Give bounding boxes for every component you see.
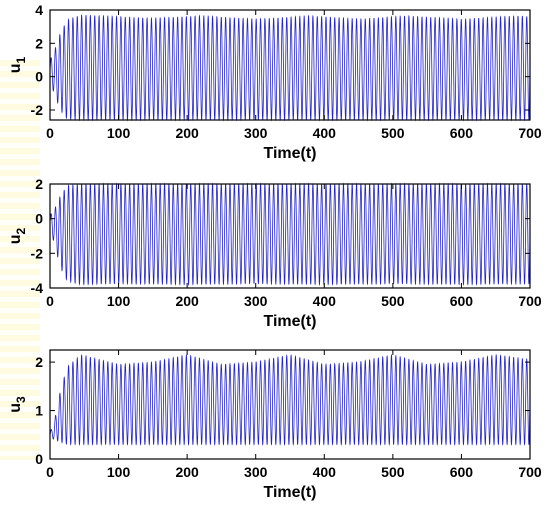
x-tick-label: 100 xyxy=(107,464,131,480)
y-tick-label: 4 xyxy=(35,2,43,18)
y-tick-label: 2 xyxy=(35,35,43,51)
x-axis-title: Time(t) xyxy=(263,145,316,162)
x-tick-label: 700 xyxy=(518,464,542,480)
x-tick-label: 0 xyxy=(46,464,54,480)
x-tick-label: 700 xyxy=(518,293,542,309)
x-tick-label: 500 xyxy=(381,125,405,141)
x-tick-label: 400 xyxy=(313,125,337,141)
y-axis-title: u1 xyxy=(7,56,28,73)
x-tick-label: 500 xyxy=(381,464,405,480)
chart-panel-2: 0 100 200 300 400 500 600 700 -4 -2 0 2 Time(t) u2 xyxy=(7,176,542,330)
x-tick-label: 700 xyxy=(518,125,542,141)
plot-frame xyxy=(49,9,531,121)
chart-panel-3: 0 100 200 300 400 500 600 700 0 1 2 Time(t) u3 xyxy=(7,349,542,501)
y-tick-label: 0 xyxy=(35,451,43,467)
x-tick-label: 400 xyxy=(313,293,337,309)
x-tick-label: 600 xyxy=(450,464,474,480)
x-tick-label: 200 xyxy=(175,125,199,141)
plot-frame xyxy=(49,349,531,460)
x-tick-label: 600 xyxy=(450,125,474,141)
y-tick-label: -2 xyxy=(31,102,44,118)
x-tick-label: 200 xyxy=(175,464,199,480)
y-tick-label: -2 xyxy=(31,245,44,261)
x-axis-title: Time(t) xyxy=(263,313,316,330)
y-axis-title: u2 xyxy=(7,227,28,244)
x-tick-label: 300 xyxy=(244,464,268,480)
y-tick-label: 2 xyxy=(35,176,43,192)
background-watermark xyxy=(0,60,40,460)
x-tick-label: 100 xyxy=(107,293,131,309)
y-tick-label: 0 xyxy=(35,69,43,85)
x-axis-title: Time(t) xyxy=(263,484,316,501)
series-line-1 xyxy=(49,182,531,287)
y-tick-label: 0 xyxy=(35,211,43,227)
plot-frame xyxy=(49,183,531,289)
x-tick-label: 300 xyxy=(244,293,268,309)
x-tick-label: 100 xyxy=(107,125,131,141)
y-axis-title: u3 xyxy=(7,396,28,413)
series-line-1 xyxy=(49,353,531,447)
x-tick-label: 0 xyxy=(46,293,54,309)
x-tick-label: 600 xyxy=(450,293,474,309)
x-tick-label: 300 xyxy=(244,125,268,141)
y-tick-label: 2 xyxy=(35,354,43,370)
x-tick-label: 200 xyxy=(175,293,199,309)
x-tick-label: 400 xyxy=(313,464,337,480)
x-tick-label: 0 xyxy=(46,125,54,141)
x-tick-label: 500 xyxy=(381,293,405,309)
series-line-1 xyxy=(49,14,531,122)
y-tick-label: 1 xyxy=(35,403,43,419)
y-tick-label: -4 xyxy=(31,280,44,296)
